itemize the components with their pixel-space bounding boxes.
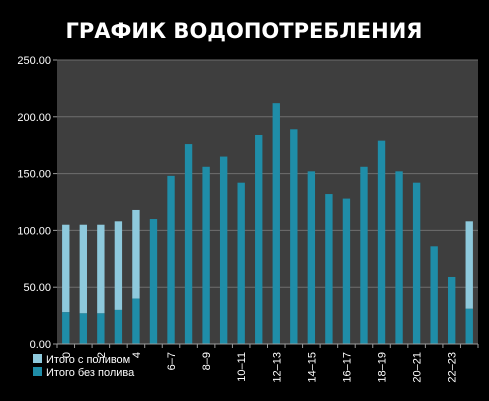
x-tick-label: 4	[131, 352, 143, 358]
bar-without-watering	[114, 309, 123, 344]
x-tick-label: 12–13	[271, 352, 283, 383]
bar-with-watering	[62, 224, 70, 313]
legend-swatch	[33, 354, 42, 363]
legend-label: Итого с поливом	[46, 354, 130, 366]
y-tick-label: 100.00	[17, 225, 51, 237]
bar-with-watering	[114, 221, 123, 310]
x-tick-label: 8–9	[201, 352, 213, 370]
y-tick-label: 250.00	[17, 55, 51, 67]
bar-without-watering	[184, 144, 193, 344]
bar-without-watering	[202, 166, 210, 344]
bar-without-watering	[412, 182, 421, 344]
legend-label: Итого без полива	[46, 367, 135, 379]
y-tick-label: 0.00	[30, 339, 51, 351]
bar-without-watering	[325, 194, 333, 344]
bar-with-watering	[132, 209, 140, 299]
bar-without-watering	[97, 313, 105, 344]
x-tick-label: 14–15	[306, 352, 318, 383]
y-axis-ticks: 0.00 50.00 100.00 150.00 200.00 250.00	[17, 55, 57, 351]
x-tick-label: 16–17	[341, 352, 353, 383]
bar-without-watering	[79, 313, 87, 344]
chart-title: ГРАФИК ВОДОПОТРЕБЛЕНИЯ	[66, 19, 423, 43]
bar-with-watering	[465, 221, 473, 309]
bar-without-watering	[290, 129, 298, 344]
bars	[62, 103, 473, 344]
bar-without-watering	[62, 312, 70, 344]
x-tick-label: 10–11	[236, 352, 248, 382]
x-tick-label: 2	[96, 352, 108, 358]
bar-without-watering	[465, 308, 473, 344]
bar-with-watering	[97, 224, 105, 314]
y-tick-label: 200.00	[17, 112, 51, 124]
y-tick-label: 50.00	[23, 282, 51, 294]
bar-without-watering	[307, 171, 316, 344]
x-tick-label: 22–23	[447, 352, 459, 383]
bar-without-watering	[360, 166, 368, 344]
bar-without-watering	[149, 219, 158, 344]
bar-without-watering	[342, 198, 351, 344]
x-tick-label: 6–7	[166, 352, 178, 370]
legend-swatch	[33, 367, 42, 376]
plot-area	[57, 60, 478, 344]
bar-with-watering	[79, 224, 87, 314]
bar-without-watering	[255, 134, 263, 344]
bar-without-watering	[219, 156, 228, 344]
x-tick-label: 0	[61, 352, 73, 358]
y-tick-label: 150.00	[17, 169, 51, 181]
x-tick-label: 20–21	[412, 352, 424, 383]
bar-without-watering	[237, 182, 245, 344]
bar-without-watering	[395, 171, 403, 344]
bar-without-watering	[430, 246, 438, 344]
bar-without-watering	[377, 140, 386, 344]
bar-without-watering	[272, 103, 280, 344]
x-tick-label: 18–19	[377, 352, 389, 383]
x-axis-ticks: 0 2 4 6–7 8–9 10–11 12–13 14–15 16–17 18–19 20–21 2…	[56, 343, 479, 383]
bar-without-watering	[167, 175, 175, 344]
bar-without-watering	[132, 298, 140, 344]
bar-without-watering	[448, 276, 456, 344]
